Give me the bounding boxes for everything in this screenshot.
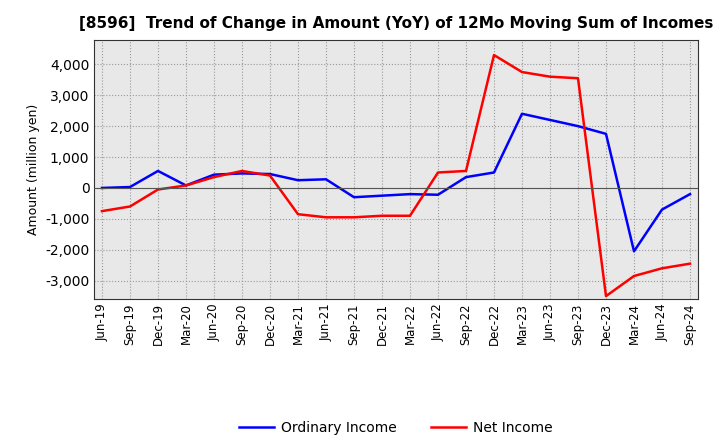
Ordinary Income [518,111,526,117]
Title: [8596]  Trend of Change in Amount (YoY) of 12Mo Moving Sum of Incomes: [8596] Trend of Change in Amount (YoY) o… [78,16,714,32]
Ordinary Income [98,185,107,191]
Net Income [153,187,162,192]
Net Income [574,76,582,81]
Net Income [546,74,554,79]
Net Income [238,169,246,174]
Ordinary Income [433,192,442,198]
Ordinary Income [210,172,218,177]
Ordinary Income [602,131,611,136]
Net Income [490,52,498,58]
Net Income [322,215,330,220]
Ordinary Income [266,172,274,177]
Net Income [685,261,694,266]
Y-axis label: Amount (million yen): Amount (million yen) [27,104,40,235]
Ordinary Income [462,175,470,180]
Ordinary Income [574,124,582,129]
Net Income [294,212,302,217]
Ordinary Income [322,176,330,182]
Ordinary Income [126,184,135,190]
Net Income [266,173,274,178]
Net Income [433,170,442,175]
Net Income [210,175,218,180]
Net Income [657,266,666,271]
Ordinary Income [153,169,162,174]
Net Income [98,209,107,214]
Ordinary Income [546,117,554,123]
Ordinary Income [657,207,666,212]
Net Income [518,70,526,75]
Net Income [602,293,611,299]
Ordinary Income [405,191,414,197]
Ordinary Income [685,191,694,197]
Net Income [630,273,639,279]
Ordinary Income [181,183,190,188]
Ordinary Income [294,178,302,183]
Ordinary Income [490,170,498,175]
Ordinary Income [350,194,359,200]
Net Income [181,183,190,188]
Line: Ordinary Income: Ordinary Income [102,114,690,251]
Net Income [405,213,414,218]
Ordinary Income [378,193,387,198]
Ordinary Income [630,249,639,254]
Net Income [378,213,387,218]
Net Income [462,169,470,174]
Line: Net Income: Net Income [102,55,690,296]
Net Income [350,215,359,220]
Net Income [126,204,135,209]
Ordinary Income [238,171,246,176]
Legend: Ordinary Income, Net Income: Ordinary Income, Net Income [234,415,558,440]
